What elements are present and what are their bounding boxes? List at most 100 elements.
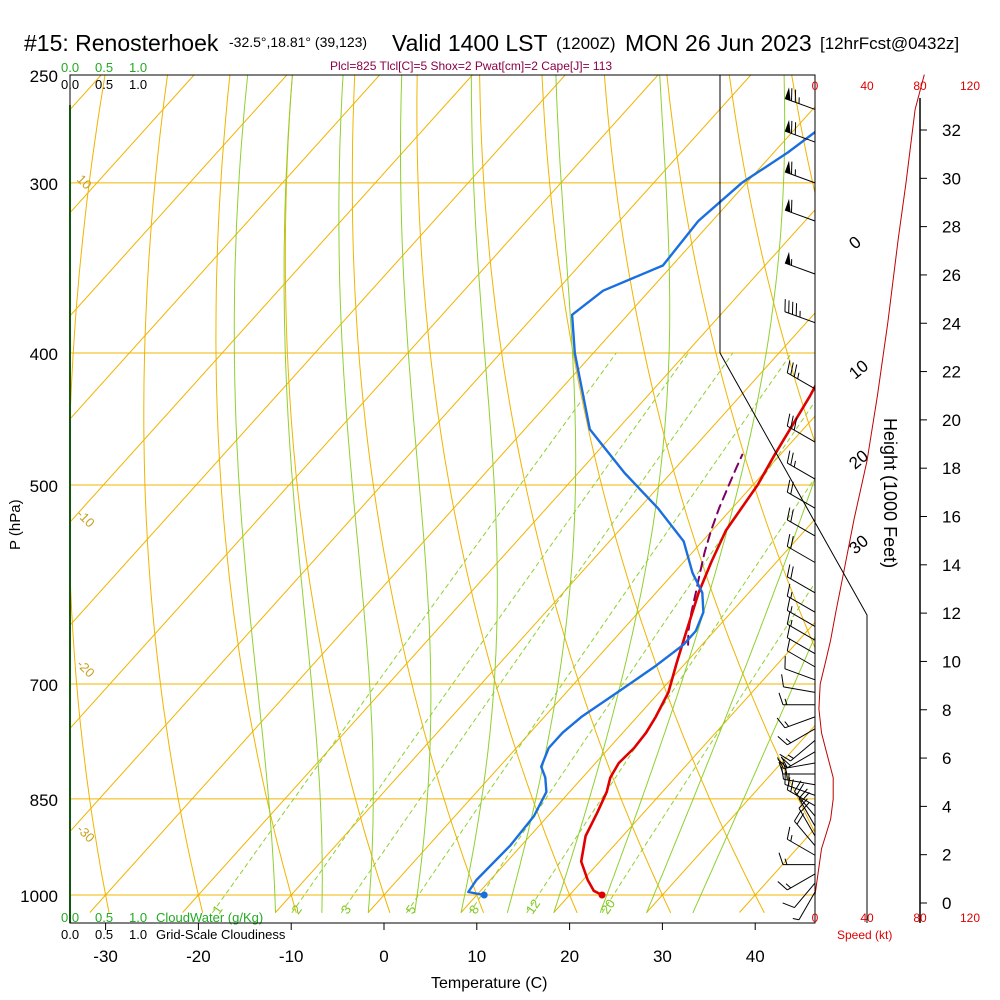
bottom-cloud-black-1: 0.5: [95, 927, 113, 942]
height-tick-label: 22: [942, 363, 961, 382]
wind-barb-half: [790, 619, 793, 627]
wind-barb: [781, 674, 816, 693]
wind-barb-staff: [794, 820, 816, 847]
wind-barb-half: [787, 754, 794, 759]
isotherm-line: [89, 106, 815, 913]
wind-barb-flag: [780, 757, 792, 767]
wind-barb: [784, 160, 816, 184]
pressure-tick-label: 250: [30, 67, 58, 86]
x-tick-label: 20: [560, 947, 579, 966]
wind-barb: [784, 119, 816, 143]
wind-barb-flag: [786, 479, 791, 493]
wind-barb-staff: [798, 807, 816, 837]
dry-adiabat-line: [603, 75, 815, 834]
wind-barb-flag: [777, 759, 788, 769]
surface-temperature-dot: [598, 891, 606, 899]
station-title: #15: Renosterhoek: [24, 30, 219, 56]
zulu-time: (1200Z): [556, 34, 616, 53]
height-tick-label: 28: [942, 218, 961, 237]
isotherm-line: [182, 209, 815, 913]
height-axis-title: Height (1000 Feet): [880, 418, 900, 568]
isotherm-line: [70, 75, 659, 730]
wind-barb: [784, 656, 816, 681]
isotherm-line: [832, 75, 1000, 912]
wind-barb: [786, 826, 816, 856]
wind-barb-flag: [778, 852, 784, 865]
cloudwater-label: CloudWater (g/Kg): [156, 910, 263, 925]
height-tick-label: 4: [942, 797, 951, 816]
wind-barb-flag: [786, 583, 791, 597]
wind-barb-staff: [784, 98, 816, 110]
moist-adiabat-line: [338, 75, 374, 913]
top-cloud-black-1: 0.5: [95, 77, 113, 92]
height-tick-label: 32: [942, 121, 961, 140]
wind-barb: [786, 638, 816, 668]
wind-barb-flag: [786, 534, 791, 547]
wind-barb-half: [785, 883, 792, 889]
speed-tick-top: 0: [812, 79, 819, 93]
wind-barb-pennant: [784, 198, 791, 213]
wind-barb-flag: [794, 810, 802, 822]
wind-barb: [786, 583, 816, 613]
isotherm-line: [70, 75, 288, 317]
dry-adiabat-line: [284, 75, 391, 913]
wind-barb-flag: [777, 881, 788, 891]
wind-barb-staff: [787, 595, 816, 613]
pressure-tick-label: 1000: [20, 887, 58, 906]
wind-barb-flag: [790, 509, 794, 523]
wind-barb-flag: [793, 417, 798, 431]
top-cloud-black-2: 1.0: [129, 77, 147, 92]
wind-barb-flag: [786, 826, 791, 840]
wind-barb: [778, 692, 815, 706]
wind-barb-flag: [786, 638, 791, 651]
pressure-tick-label: 500: [30, 477, 58, 496]
wind-barb-flag: [790, 415, 794, 429]
mixing-ratio-line: [212, 352, 617, 913]
top-cloud-scale: 0.0 0.5 1.0 0.0 0.5 1.0: [61, 60, 147, 92]
plot-area: [70, 75, 815, 923]
wind-barb: [786, 597, 816, 627]
x-tick-label: 30: [653, 947, 672, 966]
speed-tick-bottom: 40: [860, 911, 874, 925]
isotherm-line: [70, 75, 752, 833]
wind-barb: [777, 751, 816, 769]
dry-adiabat-line: [215, 75, 297, 913]
x-tick-label: -10: [279, 947, 304, 966]
wind-barb-staff: [787, 546, 816, 563]
wind-barb-staff: [787, 519, 816, 537]
isotherm-line: [0, 75, 8, 912]
height-tick-label: 14: [942, 556, 961, 575]
wind-barb-flag: [786, 625, 791, 638]
speed-tick-top: 40: [860, 79, 874, 93]
speed-tick-top: 80: [913, 79, 927, 93]
dry-adiabat-line: [917, 75, 1000, 913]
moist-adiabat-line: [692, 635, 815, 913]
wind-barb-flag: [782, 902, 795, 909]
wind-barb-flag: [786, 413, 791, 427]
wind-barb-staff: [784, 668, 816, 681]
wind-barb-flag: [793, 364, 798, 377]
sounding-profiles: [467, 130, 815, 899]
wind-barb-staff: [787, 491, 816, 509]
wind-barb-staff: [783, 762, 816, 770]
wind-barb-staff: [798, 798, 816, 827]
x-tick-label: -20: [186, 947, 211, 966]
wind-barb-flag: [796, 783, 805, 795]
forecast-date: MON 26 Jun 2023: [625, 30, 812, 56]
wind-barb: [786, 507, 816, 537]
height-tick-label: 26: [942, 266, 961, 285]
pressure-tick-label: 850: [30, 791, 58, 810]
stability-indices: Plcl=825 Tlcl[C]=5 Shox=2 Pwat[cm]=2 Cap…: [330, 59, 612, 73]
wind-barb-flag: [790, 779, 794, 792]
isotherm-line: [275, 312, 815, 913]
wind-barb-half: [797, 372, 800, 379]
surface-dewpoint-dot: [480, 891, 488, 899]
x-tick-label: -30: [93, 947, 118, 966]
dry-adiabat-line: [728, 75, 815, 444]
wind-barb-pennant: [784, 251, 791, 266]
moist-adiabat-line: [460, 75, 498, 913]
wind-barb-flag: [786, 507, 791, 521]
moist-adiabat-line: [283, 75, 323, 913]
moist-adiabat-line: [553, 75, 671, 913]
